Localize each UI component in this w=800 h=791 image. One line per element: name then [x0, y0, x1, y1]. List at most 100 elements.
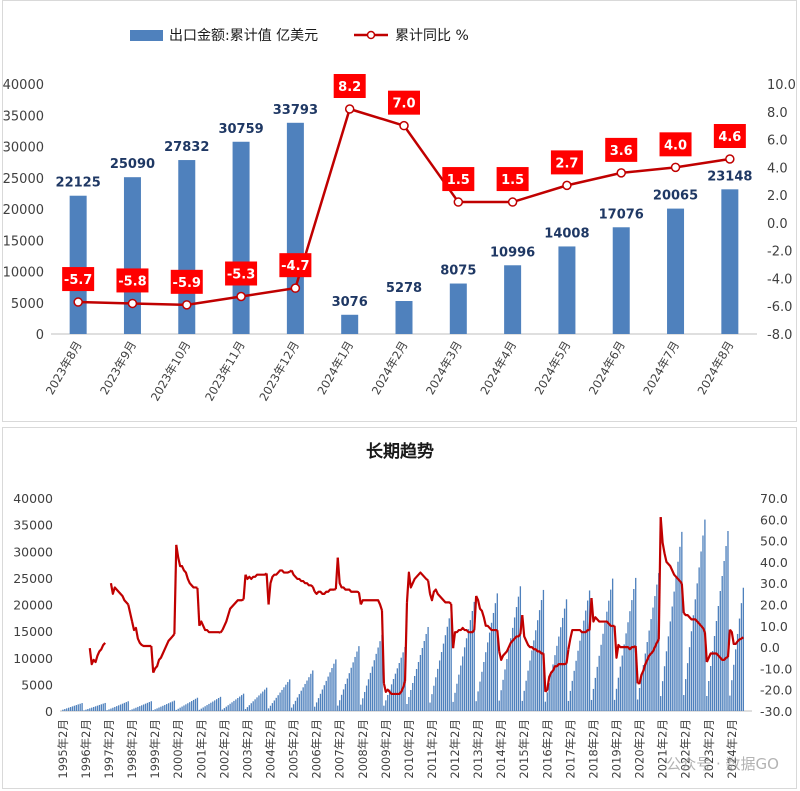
bar	[502, 679, 504, 711]
bar	[431, 694, 433, 711]
y-left-tick-label: 10000	[3, 266, 44, 281]
year-bar-group	[590, 578, 614, 711]
bar	[119, 704, 122, 711]
bar	[321, 689, 324, 711]
bar	[348, 673, 350, 711]
bar	[673, 591, 675, 711]
bar	[173, 700, 176, 711]
bar	[258, 695, 260, 711]
yoy-label-box	[605, 137, 638, 162]
bar	[581, 630, 583, 711]
y-right-tick-label: 40.0	[760, 555, 788, 570]
bar	[606, 611, 608, 711]
yoy-point	[236, 291, 246, 302]
line-series	[88, 517, 744, 696]
bar	[729, 695, 731, 711]
bar	[615, 688, 618, 711]
bar	[196, 697, 199, 711]
year-bar-group	[175, 697, 199, 711]
y-left-tick-label: 40000	[13, 491, 53, 506]
bar	[262, 691, 264, 711]
year-bar-group	[290, 670, 314, 711]
x-tick-label: 2023年11月	[202, 339, 248, 404]
bar	[671, 606, 673, 711]
bar	[223, 708, 226, 711]
bar	[621, 655, 623, 711]
x-tick-labels: 1995年2月 1996年2月 1997年2月 1998年2月 1999年2月 2000年…	[56, 719, 739, 779]
x-tick-label: 2001年2月	[194, 719, 208, 779]
bar	[473, 601, 475, 711]
bar	[423, 640, 425, 711]
bar	[669, 621, 671, 711]
x-tick-label: 2023年9月	[97, 339, 139, 398]
yoy-line-connector	[427, 580, 432, 595]
yoy-line-segment	[544, 662, 567, 693]
yoy-value-label: -5.8	[118, 274, 146, 289]
bar	[312, 670, 314, 711]
bar	[494, 603, 497, 711]
y-right-tick-label: 8.0	[767, 106, 788, 121]
yoy-line-segment	[109, 583, 130, 606]
year-bar-group	[521, 589, 545, 711]
bar	[735, 649, 737, 711]
bar	[429, 702, 431, 711]
x-tick-label: 2009年2月	[379, 719, 393, 779]
watermark: 公众号 · 数据GO	[666, 755, 779, 773]
yoy-line-connector	[150, 645, 155, 673]
yoy-point	[290, 283, 301, 293]
x-tick-label: 2016年2月	[540, 719, 554, 779]
bar	[269, 705, 272, 711]
bar	[281, 689, 283, 711]
yoy-line-connector	[450, 603, 455, 649]
yoy-line-segment	[428, 588, 452, 605]
bar	[129, 710, 131, 711]
x-tick-label: 2024年7月	[640, 339, 682, 398]
bar	[337, 705, 339, 711]
year-bar-group	[244, 687, 268, 711]
year-bar-group	[406, 626, 429, 711]
y-right-tick-label: -8.0	[767, 328, 792, 343]
bar	[638, 688, 641, 711]
y-right-tick-label: 6.0	[767, 134, 788, 149]
yoy-line-connector	[265, 573, 270, 605]
y-right-tick-label: 10.0	[767, 78, 796, 93]
bar	[289, 679, 291, 711]
axes: 0 5000 10000 15000 20000 25000 30000 35000 40000…	[13, 491, 792, 719]
y-left-tick-label: 25000	[13, 571, 53, 586]
y-left-tick-label: 30000	[13, 544, 53, 559]
yoy-line-connector	[196, 587, 201, 626]
x-tick-label: 1995年2月	[56, 719, 70, 779]
bar	[167, 703, 170, 711]
bar	[560, 627, 562, 711]
bar	[446, 626, 448, 711]
year-bar-group	[83, 702, 106, 711]
bar	[485, 652, 487, 711]
bar	[85, 709, 87, 711]
bar	[352, 662, 354, 711]
bar	[675, 576, 677, 711]
yoy-line-connector	[357, 592, 362, 605]
bar	[625, 633, 627, 711]
bar	[135, 707, 137, 711]
bar	[164, 704, 166, 711]
bar-value-label: 20065	[653, 189, 698, 204]
bar	[302, 687, 304, 711]
bar	[490, 622, 493, 711]
bar	[694, 599, 696, 711]
x-tick-label: 1998年2月	[125, 719, 139, 779]
bar	[204, 706, 206, 711]
bar	[350, 667, 352, 711]
bar	[537, 620, 539, 711]
year-bar-group	[660, 531, 683, 711]
bar	[116, 706, 118, 711]
bar	[592, 688, 595, 711]
bar	[375, 653, 377, 711]
bar	[521, 700, 523, 711]
bar-value-label: 10996	[490, 245, 535, 260]
export-chart-panel: 出口金额:累计值 亿美元 累计同比 % 0 5000 10000 15000 20000…	[2, 0, 797, 422]
bar	[742, 587, 745, 711]
bar	[364, 691, 366, 711]
year-bar-group	[221, 693, 245, 711]
y-right-tick-label: 0.0	[767, 217, 788, 232]
bar	[79, 703, 81, 711]
